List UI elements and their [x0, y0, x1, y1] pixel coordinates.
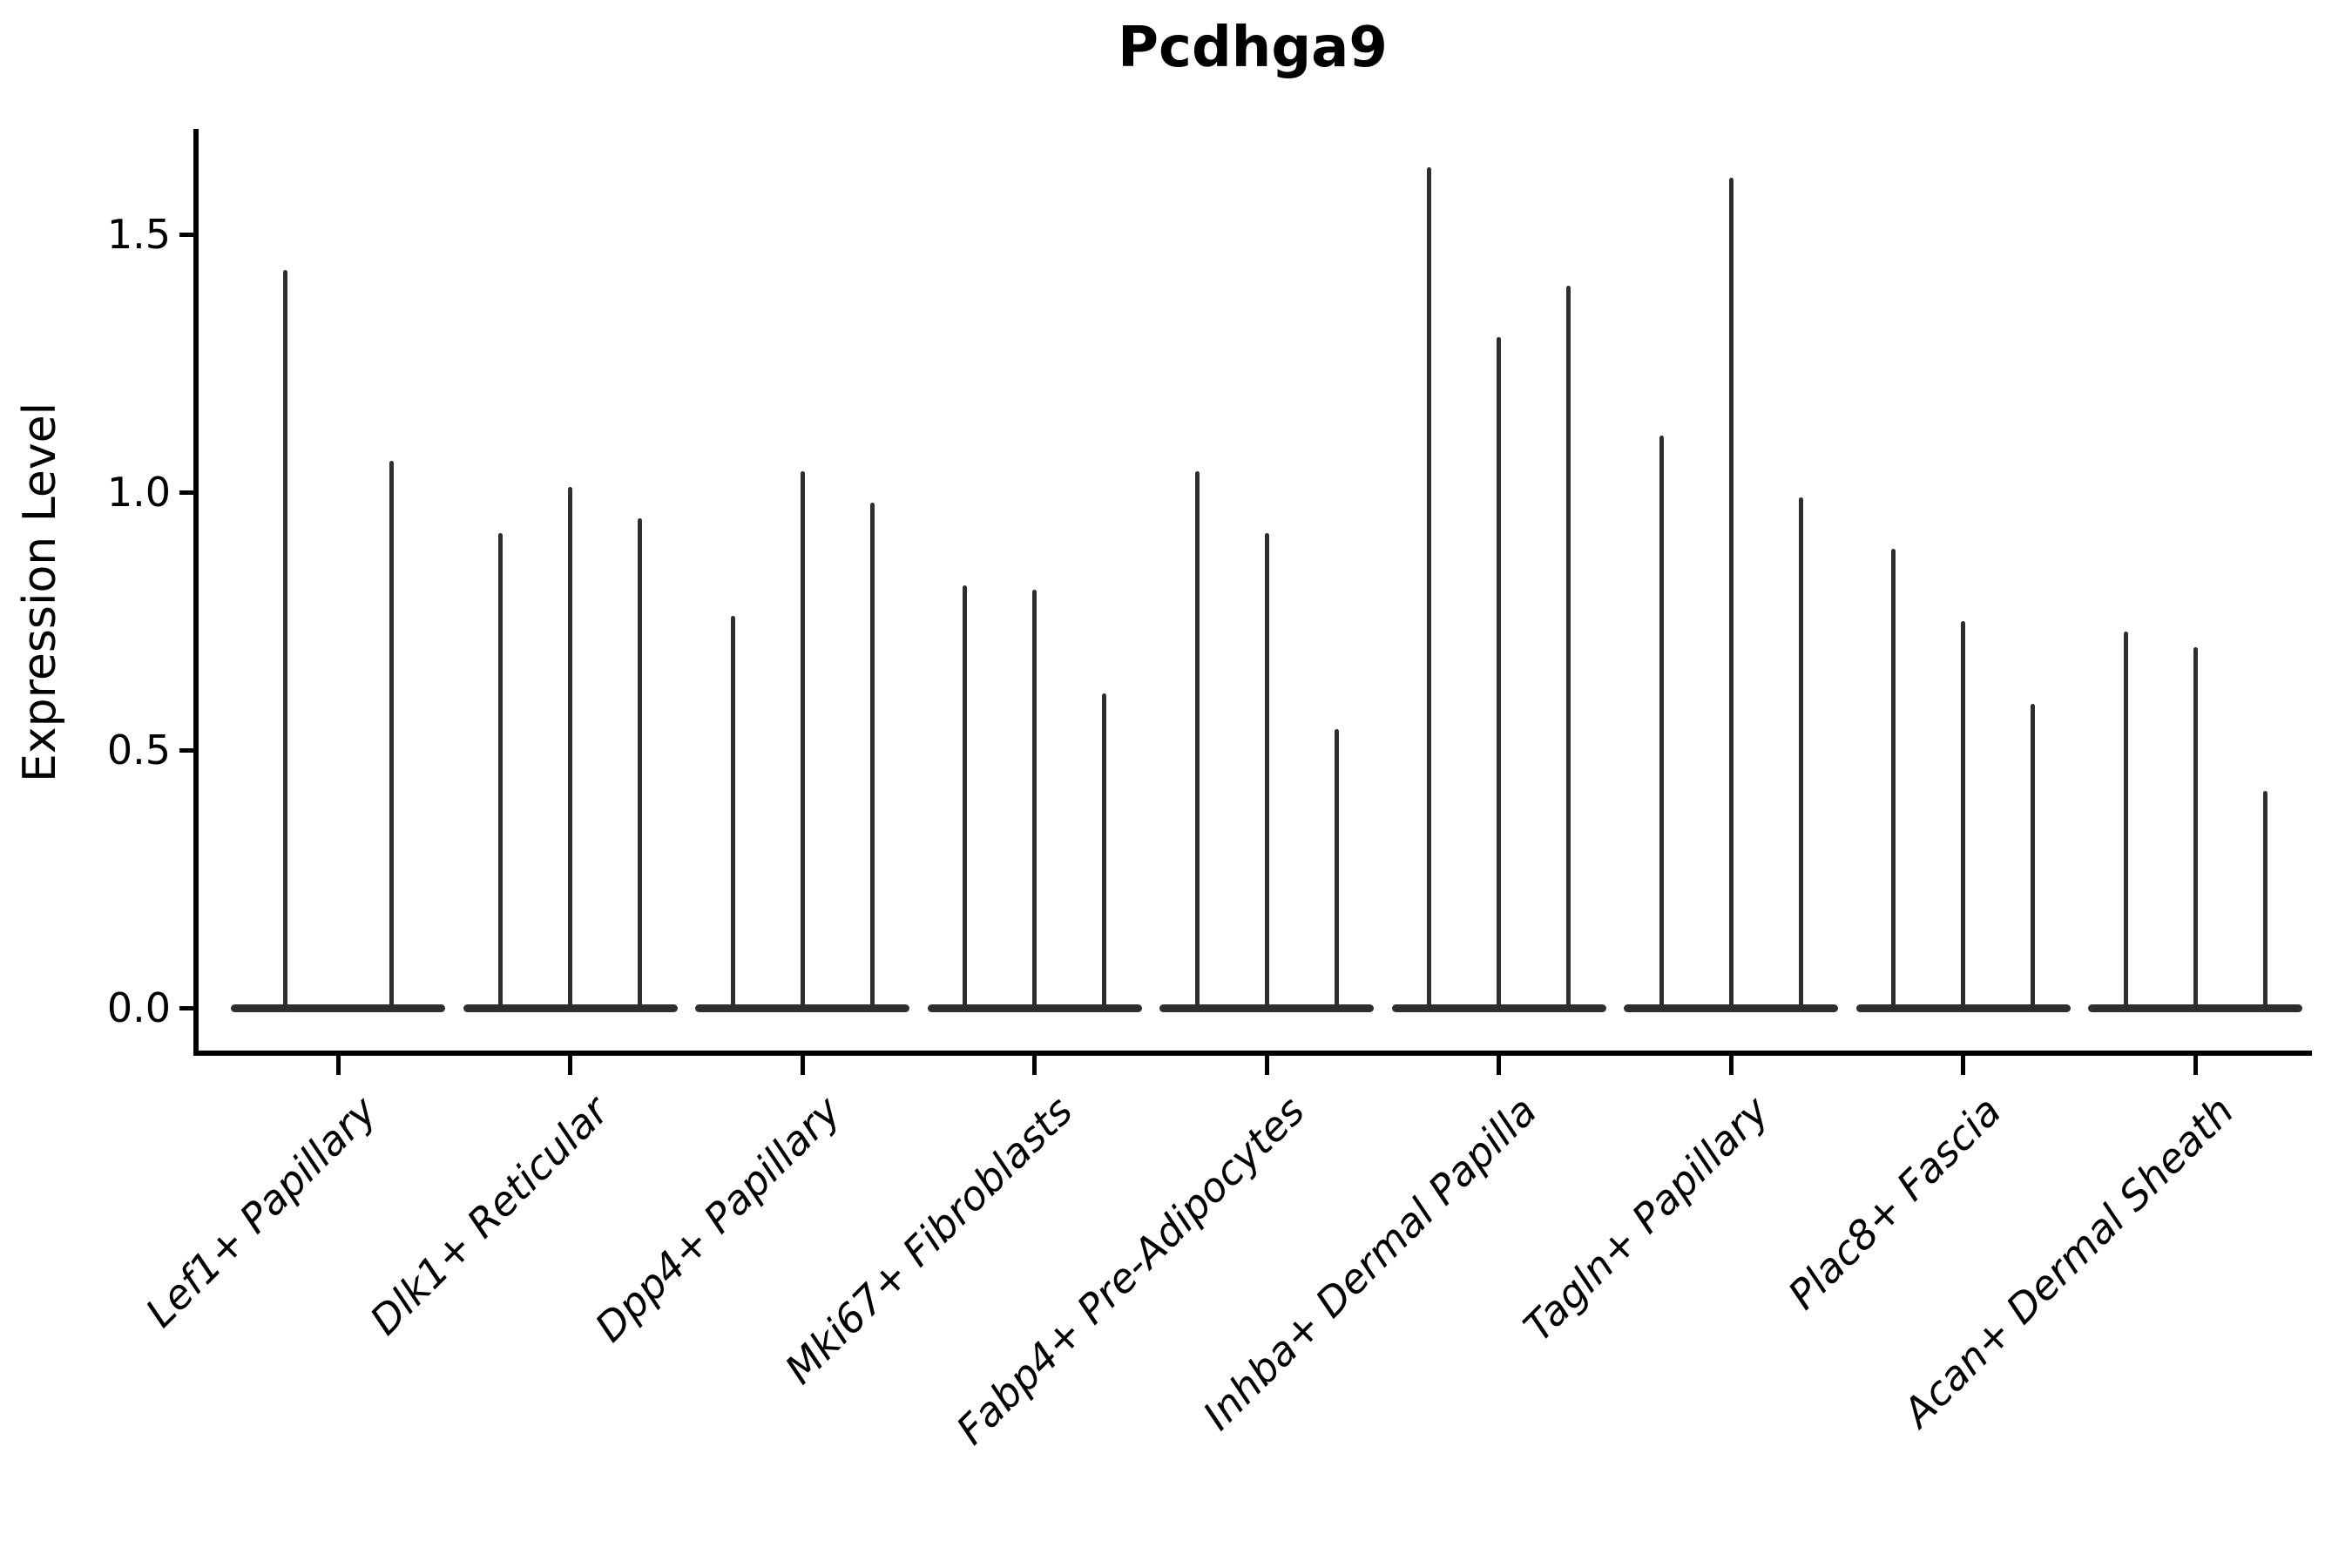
violin-spike: [2123, 631, 2128, 1008]
x-tick: [1264, 1056, 1269, 1075]
violin-spike: [2262, 791, 2268, 1008]
x-tick-label: Tagln+ Papillary: [1514, 1087, 1779, 1351]
violin-spike: [1961, 621, 1965, 1008]
y-tick-label: 1.0: [106, 469, 171, 516]
violin-base: [927, 1004, 1142, 1012]
x-tick-label: Dlk1+ Reticular: [361, 1087, 618, 1344]
violin-spike: [1891, 549, 1896, 1008]
violin-spike: [730, 616, 735, 1008]
x-tick-label: Dpp4+ Papillary: [585, 1087, 850, 1351]
y-tick-label: 0.5: [106, 727, 171, 774]
y-tick: [179, 1005, 193, 1010]
violin-spike: [800, 471, 805, 1008]
chart-title: Pcdhga9: [1118, 16, 1388, 80]
violin-spike: [1798, 497, 1803, 1008]
violin-spike: [2031, 703, 2035, 1008]
x-tick-label: Plac8+ Fascia: [1779, 1087, 2011, 1319]
y-axis-spine: [193, 129, 199, 1056]
y-tick-label: 1.5: [106, 211, 171, 258]
x-tick: [1497, 1056, 1501, 1075]
x-tick: [1032, 1056, 1037, 1075]
violin-base: [1855, 1004, 2071, 1012]
x-tick: [2193, 1056, 2198, 1075]
violin-base: [1159, 1004, 1374, 1012]
violin-spike: [1659, 435, 1664, 1008]
violin-spike: [1566, 286, 1571, 1008]
violin-spike: [1194, 471, 1200, 1008]
x-tick-label: Lef1+ Papillary: [136, 1087, 386, 1336]
violin-spike: [1102, 693, 1106, 1008]
y-tick: [179, 490, 193, 495]
violin-spike: [389, 461, 394, 1008]
violin-spike: [869, 502, 875, 1008]
violin-spike: [1427, 167, 1431, 1008]
y-axis-label: Expression Level: [14, 402, 66, 783]
violin-base: [1624, 1004, 1838, 1012]
y-tick-label: 0.0: [106, 984, 171, 1031]
violin-spike: [498, 533, 503, 1008]
violin-base: [695, 1004, 909, 1012]
violin-spike: [1264, 533, 1269, 1008]
violin-spike: [1497, 337, 1501, 1008]
violin-spike: [568, 487, 572, 1008]
violin-base: [231, 1004, 445, 1012]
violin-spike: [638, 517, 642, 1008]
x-tick: [800, 1056, 805, 1075]
violin-base: [463, 1004, 678, 1012]
violin-spike: [1334, 729, 1339, 1008]
y-tick: [179, 232, 193, 237]
violin-spike: [963, 585, 967, 1008]
violin-spike: [1728, 177, 1734, 1008]
violin-spike: [282, 270, 287, 1008]
x-axis-spine: [193, 1051, 2312, 1056]
violin-base: [1391, 1004, 1606, 1012]
x-tick: [568, 1056, 572, 1075]
violin-spike: [1032, 590, 1037, 1008]
violin-base: [2088, 1004, 2302, 1012]
violin-spike: [2193, 646, 2198, 1008]
y-tick: [179, 747, 193, 753]
x-tick: [1728, 1056, 1734, 1075]
x-tick: [1961, 1056, 1965, 1075]
x-tick: [335, 1056, 341, 1075]
